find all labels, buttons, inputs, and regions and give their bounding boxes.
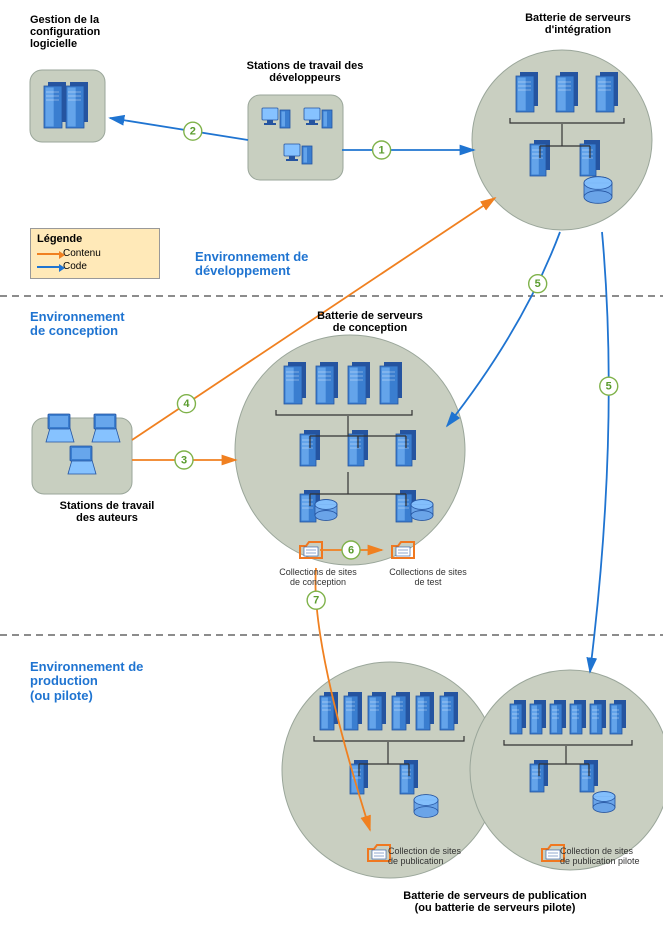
workstation-icon — [262, 108, 290, 128]
label-devWs: Stations de travail desdéveloppeurs — [215, 60, 395, 84]
server-icon — [66, 82, 88, 128]
server-icon — [348, 362, 370, 404]
database-icon — [411, 500, 433, 521]
arrow-badge-number: 1 — [379, 145, 385, 157]
laptop-icon — [46, 414, 74, 442]
server-icon — [316, 362, 338, 404]
legend-label: Code — [63, 261, 153, 272]
arrow-badge-number: 2 — [190, 126, 196, 138]
arrow-2 — [110, 118, 248, 140]
label-designFarm: Batterie de serveursde conception — [280, 310, 460, 334]
label-envProd: Environnement deproduction(ou pilote) — [30, 660, 200, 703]
workstation-icon — [284, 144, 312, 164]
database-icon — [593, 792, 615, 813]
label-intFarm: Batterie de serveursd'intégration — [498, 12, 658, 36]
server-icon — [596, 72, 618, 112]
label-authWs: Stations de travaildes auteurs — [32, 500, 182, 524]
database-icon — [584, 177, 612, 204]
label-envDesign: Environnementde conception — [30, 310, 190, 339]
legend-row: Contenu — [37, 248, 153, 259]
arrow-badge-number: 3 — [181, 455, 187, 467]
arrow-badge-number: 5 — [606, 381, 612, 393]
arrow-5b — [590, 232, 609, 672]
label-scm: Gestion de laconfigurationlogicielle — [30, 14, 140, 50]
workstation-icon — [304, 108, 332, 128]
legend-label: Contenu — [63, 248, 153, 259]
legend-swatch — [37, 253, 59, 255]
label-collPilot: Collection de sitesde publication pilote — [560, 847, 663, 867]
laptop-icon — [92, 414, 120, 442]
arrow-5 — [447, 232, 560, 426]
database-icon — [315, 500, 337, 521]
label-collPub: Collection de sitesde publication — [388, 847, 508, 867]
server-icon — [556, 72, 578, 112]
arrow-badge-number: 4 — [183, 398, 190, 410]
legend: Légende Contenu Code — [30, 228, 160, 279]
server-icon — [516, 72, 538, 112]
laptop-icon — [68, 446, 96, 474]
arrow-badge-number: 7 — [313, 595, 319, 607]
label-collTest: Collections de sitesde test — [368, 568, 488, 588]
server-icon — [284, 362, 306, 404]
server-icon — [44, 82, 66, 128]
cluster-pilotfarm — [470, 670, 663, 870]
legend-swatch — [37, 266, 59, 268]
label-pubFarm: Batterie de serveurs de publication(ou b… — [330, 890, 660, 914]
server-icon — [380, 362, 402, 404]
legend-title: Légende — [37, 233, 153, 245]
arrow-badge-number: 5 — [535, 278, 541, 290]
label-collDesign: Collections de sitesde conception — [258, 568, 378, 588]
arrow-badge-number: 6 — [348, 545, 354, 557]
database-icon — [414, 795, 438, 818]
legend-row: Code — [37, 261, 153, 272]
label-envDev: Environnement dedéveloppement — [195, 250, 395, 279]
